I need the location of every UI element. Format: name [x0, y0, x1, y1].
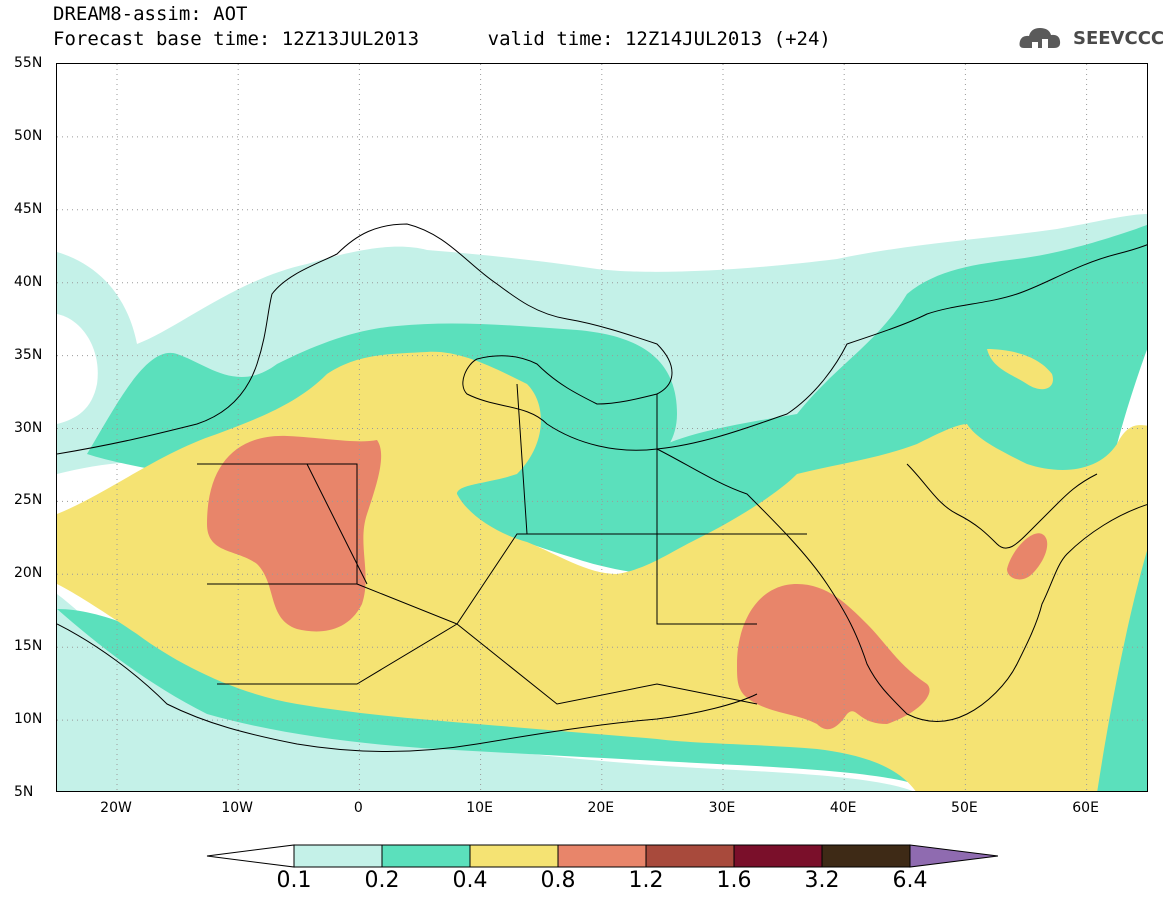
lon-label: 20E — [587, 800, 615, 816]
aot-colorbar — [206, 844, 998, 868]
colorbar-upper-extend — [909, 844, 998, 868]
lat-label: 35N — [14, 346, 43, 363]
lat-label: 20N — [14, 565, 43, 582]
lon-label: 50E — [951, 800, 978, 816]
colorbar-tick-label: 0.4 — [452, 868, 488, 893]
lat-label: 10N — [14, 711, 43, 728]
colorbar-tick-label: 1.6 — [716, 868, 752, 893]
colorbar-tick-label: 0.2 — [364, 868, 400, 893]
lon-label: 10W — [221, 800, 254, 816]
lat-label: 45N — [14, 200, 43, 217]
lon-label: 10E — [466, 800, 493, 816]
seevccc-logo — [1018, 22, 1158, 56]
lon-label: 40E — [829, 800, 857, 816]
colorbar-tick-label: 6.4 — [892, 868, 928, 893]
colorbar-swatch — [293, 844, 383, 868]
colorbar-swatch — [733, 844, 823, 868]
lat-label: 30N — [14, 419, 43, 436]
colorbar-swatch — [645, 844, 735, 868]
aot-map — [57, 64, 1147, 791]
colorbar-tick-label: 1.2 — [628, 868, 664, 893]
map-panel — [56, 63, 1148, 792]
colorbar-tick-label: 0.1 — [276, 868, 312, 893]
colorbar-lower-extend — [206, 844, 295, 868]
colorbar-swatch — [381, 844, 471, 868]
colorbar-swatch — [557, 844, 647, 868]
cloud-icon — [1019, 28, 1061, 48]
aot-contour-0.8-east — [737, 584, 930, 730]
map-title: DREAM8-assim: AOT — [53, 3, 248, 25]
colorbar-swatch — [469, 844, 559, 868]
lat-label: 50N — [14, 127, 43, 144]
graticule — [57, 64, 1147, 791]
colorbar-swatch — [821, 844, 911, 868]
lon-label: 20W — [100, 800, 132, 816]
aot-contour-0.8-west — [207, 435, 382, 632]
aot-low-pocket — [57, 314, 98, 424]
lat-label: 40N — [14, 273, 43, 290]
lon-label: 30E — [708, 800, 736, 816]
lat-label: 55N — [14, 55, 43, 71]
lon-label: 0 — [353, 800, 363, 816]
coastlines — [57, 223, 1147, 752]
forecast-time-line: Forecast base time: 12Z13JUL2013 valid t… — [53, 28, 831, 50]
lat-label: 15N — [14, 638, 43, 655]
aot-contour-0.8-oman — [1007, 533, 1048, 580]
lon-label: 60E — [1072, 800, 1099, 816]
lat-label: 25N — [14, 492, 43, 509]
lat-label: 5N — [14, 784, 34, 800]
logo-text: SEEVCCC — [1073, 28, 1165, 49]
colorbar-tick-label: 3.2 — [804, 868, 840, 893]
colorbar-tick-label: 0.8 — [540, 868, 576, 893]
aot-contour-0.2 — [57, 224, 1147, 791]
